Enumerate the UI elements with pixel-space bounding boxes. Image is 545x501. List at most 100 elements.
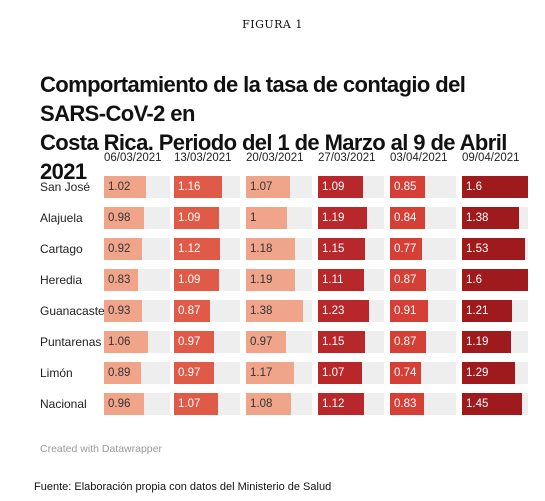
value-bar (174, 269, 219, 291)
value-bar (246, 207, 287, 229)
value-bar (246, 331, 286, 353)
value-bar (462, 238, 525, 260)
value-label: 1.18 (250, 243, 273, 255)
column-header: 20/03/2021 (246, 152, 304, 164)
value-label: 0.74 (394, 367, 417, 379)
datawrapper-credit[interactable]: Created with Datawrapper (40, 443, 162, 455)
value-bar (246, 362, 294, 384)
row-label: Cartago (40, 242, 83, 256)
value-label: 0.89 (108, 367, 131, 379)
value-bar (104, 207, 144, 229)
value-bar (390, 393, 424, 415)
column-header: 09/04/2021 (462, 152, 520, 164)
value-label: 0.87 (394, 336, 417, 348)
value-bar (104, 238, 142, 260)
value-bar (390, 176, 425, 198)
value-bar (390, 362, 421, 384)
value-bar (462, 362, 515, 384)
value-bar (390, 238, 422, 260)
value-bar (104, 393, 144, 415)
value-label: 0.84 (394, 212, 417, 224)
value-label: 0.77 (394, 243, 417, 255)
value-bar (318, 331, 365, 353)
value-label: 1.11 (322, 274, 344, 286)
value-bar (246, 393, 291, 415)
value-bar (104, 176, 146, 198)
value-label: 1.09 (178, 212, 201, 224)
value-label: 0.87 (178, 305, 201, 317)
value-bar (104, 300, 142, 322)
value-label: 1.19 (322, 212, 345, 224)
value-label: 1.21 (466, 305, 489, 317)
value-label: 0.96 (108, 398, 131, 410)
value-bar (246, 176, 290, 198)
value-label: 0.93 (108, 305, 131, 317)
value-bar (462, 176, 528, 198)
row-label: Alajuela (40, 211, 83, 225)
value-label: 1.12 (322, 398, 345, 410)
value-bar (318, 300, 369, 322)
value-label: 0.97 (250, 336, 273, 348)
figure-label: FIGURA 1 (242, 18, 303, 31)
value-label: 1.15 (322, 243, 345, 255)
value-label: 0.83 (108, 274, 131, 286)
value-bar (104, 362, 141, 384)
value-label: 0.92 (108, 243, 131, 255)
value-label: 1.07 (178, 398, 201, 410)
value-label: 1.08 (250, 398, 273, 410)
value-bar (318, 269, 364, 291)
value-bar (318, 176, 363, 198)
value-label: 1 (250, 212, 257, 224)
value-bar (318, 238, 365, 260)
value-label: 1.19 (466, 336, 489, 348)
value-bar (462, 300, 512, 322)
value-label: 1.38 (466, 212, 489, 224)
column-header: 06/03/2021 (104, 152, 162, 164)
title-line-2: Costa Rica. Periodo del 1 de Marzo al 9 … (40, 130, 507, 184)
title-line-1: Comportamiento de la tasa de contagio de… (40, 72, 466, 126)
value-label: 0.87 (394, 274, 417, 286)
value-bar (318, 362, 362, 384)
value-label: 1.12 (178, 243, 201, 255)
value-bar (462, 269, 528, 291)
value-bar (174, 393, 218, 415)
value-label: 1.19 (250, 274, 273, 286)
value-bar (462, 331, 511, 353)
value-label: 1.15 (322, 336, 345, 348)
value-bar (174, 362, 214, 384)
row-label: Puntarenas (40, 335, 102, 349)
value-bar (390, 269, 426, 291)
value-label: 0.83 (394, 398, 417, 410)
value-label: 0.85 (394, 181, 417, 193)
value-bar (318, 207, 367, 229)
chart-title: Comportamiento de la tasa de contagio de… (40, 70, 530, 186)
value-label: 1.53 (466, 243, 489, 255)
value-bar (390, 331, 426, 353)
value-label: 1.02 (108, 181, 131, 193)
value-bar (246, 238, 295, 260)
value-label: 1.09 (178, 274, 201, 286)
value-bar (462, 207, 519, 229)
column-header: 27/03/2021 (318, 152, 376, 164)
value-label: 0.91 (394, 305, 417, 317)
value-label: 1.06 (108, 336, 131, 348)
value-bar (246, 269, 295, 291)
value-label: 1.07 (322, 367, 345, 379)
value-label: 1.29 (466, 367, 489, 379)
value-label: 1.23 (322, 305, 345, 317)
value-label: 1.16 (178, 181, 201, 193)
value-bar (318, 393, 364, 415)
value-label: 1.09 (322, 181, 345, 193)
row-label: Heredia (40, 273, 83, 287)
value-bar (104, 269, 138, 291)
value-label: 1.07 (250, 181, 273, 193)
value-bar (462, 393, 522, 415)
column-header: 03/04/2021 (390, 152, 448, 164)
row-label: Limón (40, 366, 73, 380)
value-bar (104, 331, 148, 353)
value-bar (174, 176, 222, 198)
value-bar (174, 300, 210, 322)
value-bar (390, 300, 428, 322)
value-label: 1.6 (466, 181, 482, 193)
row-label: San José (40, 180, 91, 194)
